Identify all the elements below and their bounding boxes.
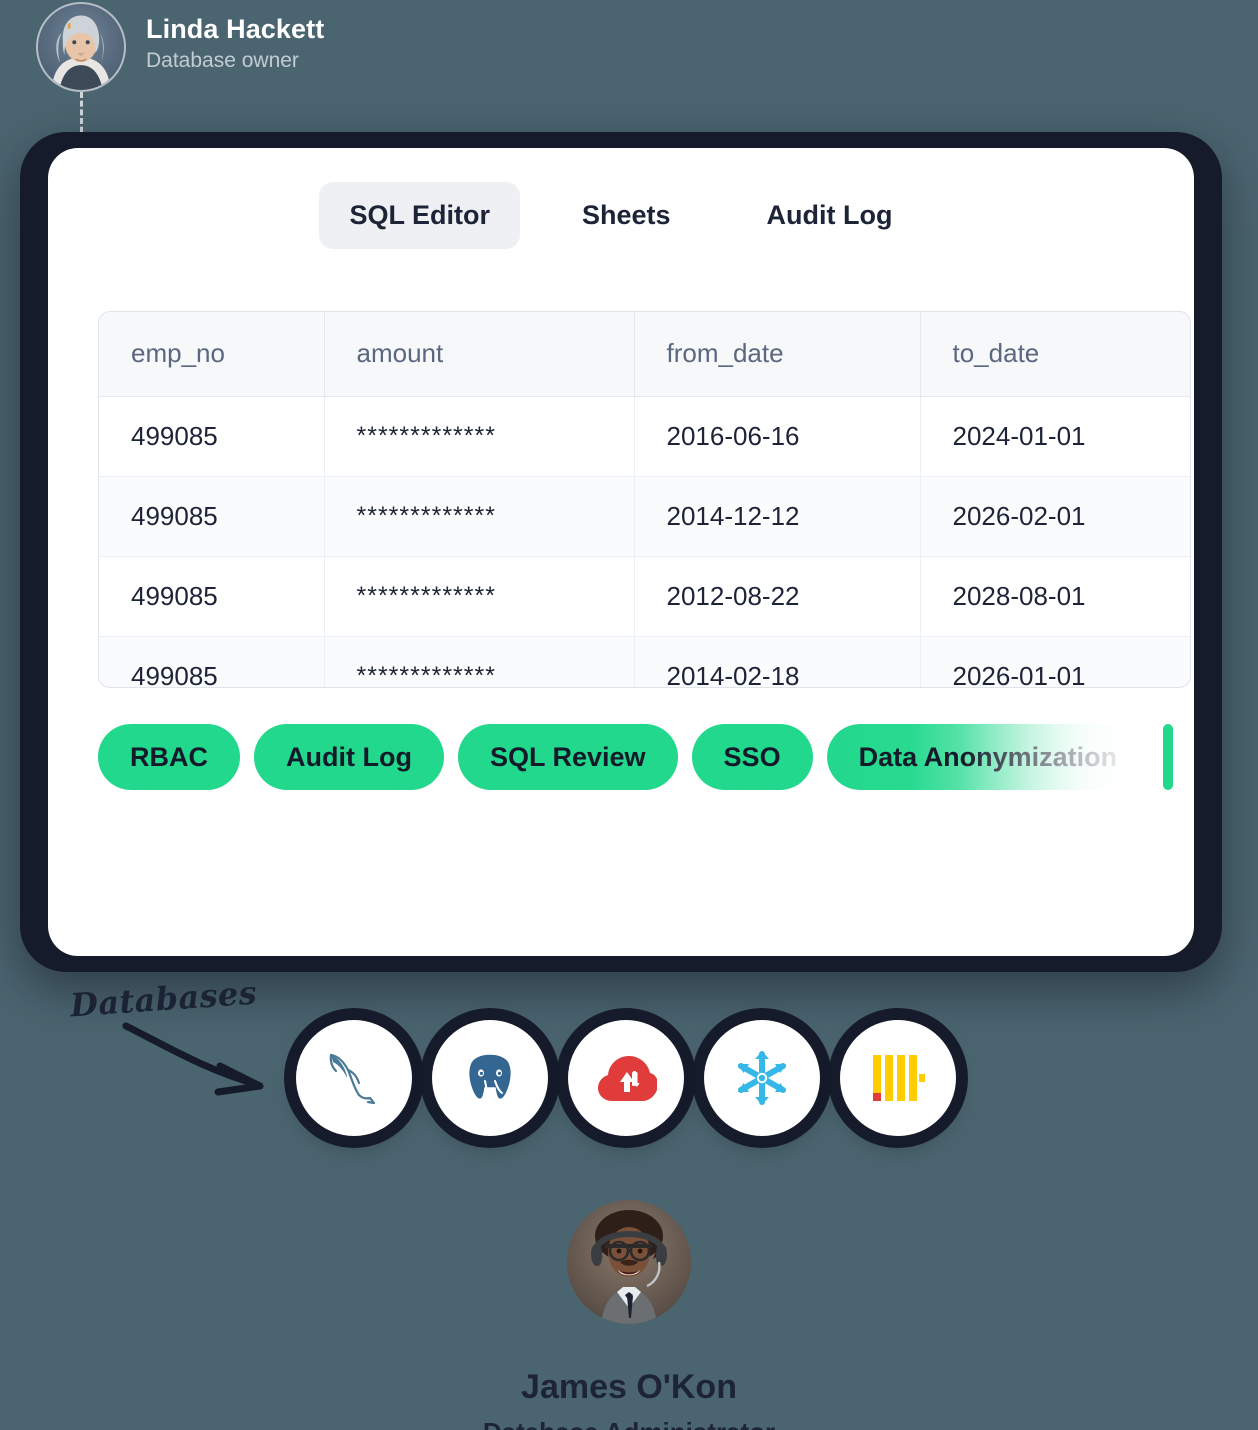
badge-sso[interactable]: SSO [691, 724, 813, 790]
avatar-james-okon [567, 1200, 691, 1324]
badge-next-partial[interactable] [1163, 724, 1174, 790]
cell-from-date: 2012-08-22 [634, 556, 921, 637]
cell-from-date: 2014-02-18 [634, 636, 921, 687]
cell-emp-no: 499085 [99, 396, 325, 477]
avatar-linda-hackett [36, 2, 126, 92]
snowflake-icon [738, 1051, 786, 1105]
curved-arrow-icon [122, 1022, 264, 1096]
table-row[interactable]: 499085 ************* 2012-08-22 2028-08-… [99, 556, 1190, 637]
column-header-amount[interactable]: amount [324, 312, 635, 397]
cell-from-date: 2016-06-16 [634, 396, 921, 477]
cell-amount-masked: ************* [324, 636, 635, 687]
badge-rbac[interactable]: RBAC [98, 724, 240, 790]
tab-sheets[interactable]: Sheets [582, 200, 671, 230]
db-chip-clickhouse[interactable] [840, 1020, 956, 1136]
column-header-from-date[interactable]: from_date [634, 312, 921, 397]
cell-emp-no: 499085 [99, 476, 325, 557]
persona-card-top: Linda Hackett Database owner [36, 2, 324, 92]
dashed-connector-line [80, 92, 83, 150]
badge-audit-log[interactable]: Audit Log [254, 724, 444, 790]
postgresql-icon [467, 1053, 513, 1101]
table-row[interactable]: 499085 ************* 2016-06-16 2024-01-… [99, 396, 1190, 477]
tab-audit-log[interactable]: Audit Log [766, 200, 893, 230]
tab-bar: SQL Editor Sheets Audit Log [48, 182, 1194, 249]
database-icon-row [296, 1020, 956, 1136]
db-chip-mysql[interactable] [296, 1020, 412, 1136]
table-row[interactable]: 499085 ************* 2014-12-12 2026-02-… [99, 476, 1190, 557]
table-header-row: emp_no amount from_date to_date [99, 312, 1190, 397]
tidb-icon [598, 1056, 657, 1101]
databases-annotation-label: Databases [68, 973, 259, 1025]
tab-sql-editor[interactable]: SQL Editor [319, 182, 520, 249]
avatar-image [567, 1200, 691, 1324]
badge-data-anonymization[interactable]: Data Anonymization [826, 724, 1150, 790]
clickhouse-icon [873, 1055, 925, 1101]
cell-from-date: 2014-12-12 [634, 476, 921, 557]
device-frame: SQL Editor Sheets Audit Log emp_no amoun… [20, 132, 1222, 972]
persona-card-bottom: James O'Kon Database Administrator [0, 1200, 1258, 1430]
cell-amount-masked: ************* [324, 556, 635, 637]
persona-text-block: Linda Hackett Database owner [146, 14, 324, 80]
db-chip-postgresql[interactable] [432, 1020, 548, 1136]
persona-role-top: Database owner [146, 49, 299, 73]
table-row[interactable]: 499085 ************* 2014-02-18 2026-01-… [99, 636, 1190, 687]
column-header-emp-no[interactable]: emp_no [99, 312, 325, 397]
badge-sql-review[interactable]: SQL Review [457, 724, 678, 790]
db-chip-tidb[interactable] [568, 1020, 684, 1136]
persona-role-bottom: Database Administrator [0, 1417, 1258, 1430]
db-chip-snowflake[interactable] [704, 1020, 820, 1136]
cell-emp-no: 499085 [99, 636, 325, 687]
mysql-icon [329, 1053, 376, 1105]
persona-name-top: Linda Hackett [146, 14, 325, 45]
column-header-to-date[interactable]: to_date [920, 312, 1190, 397]
result-table: emp_no amount from_date to_date 499085 *… [98, 311, 1191, 688]
avatar-image [38, 4, 124, 90]
cell-to-date: 2026-02-01 [920, 476, 1190, 557]
feature-badge-list: RBAC Audit Log SQL Review SSO Data Anony… [98, 720, 1194, 794]
cell-emp-no: 499085 [99, 556, 325, 637]
cell-to-date: 2028-08-01 [920, 556, 1190, 637]
persona-name-bottom: James O'Kon [521, 1368, 737, 1406]
cell-amount-masked: ************* [324, 396, 635, 477]
cell-amount-masked: ************* [324, 476, 635, 557]
app-screen: SQL Editor Sheets Audit Log emp_no amoun… [48, 148, 1194, 956]
cell-to-date: 2026-01-01 [920, 636, 1190, 687]
result-grid: emp_no amount from_date to_date 499085 *… [99, 312, 1190, 687]
cell-to-date: 2024-01-01 [920, 396, 1190, 477]
